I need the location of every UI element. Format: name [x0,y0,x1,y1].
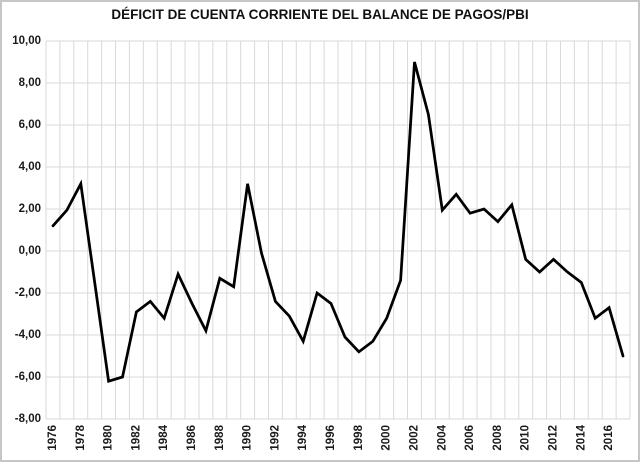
y-tick-label: 6,00 [19,119,41,131]
x-tick-label: 1984 [158,424,170,450]
x-tick-label: 1992 [269,425,281,451]
x-tick-label: 1986 [186,425,198,451]
x-tick-label: 2016 [603,425,615,451]
y-tick-label: 2,00 [19,203,41,215]
y-tick-label: -6,00 [15,371,41,383]
x-tick-label: 2004 [436,424,448,450]
y-tick-label: 0,00 [19,245,41,257]
y-tick-label: -4,00 [15,329,41,341]
x-tick-label: 2000 [381,425,393,451]
chart-title: DÉFICIT DE CUENTA CORRIENTE DEL BALANCE … [111,7,529,22]
x-tick-label: 1988 [214,424,226,450]
x-tick-label: 1982 [130,425,142,451]
data-line [51,61,625,383]
x-tick-label: 1996 [325,425,337,451]
x-tick-label: 2010 [520,425,532,451]
x-tick-label: 1980 [103,425,115,451]
x-tick-label: 1990 [242,425,254,451]
x-tick-label: 2006 [464,425,476,451]
x-tick-label: 1978 [75,424,87,450]
y-tick-label: -8,00 [15,413,41,425]
x-tick-label: 1998 [353,424,365,450]
x-tick-label: 1976 [47,425,59,451]
x-tick-label: 2002 [408,425,420,451]
y-tick-label: 10,00 [12,35,41,47]
x-tick-label: 2012 [548,425,560,451]
x-tick-label: 1994 [297,424,309,450]
x-tick-label: 2008 [492,424,504,450]
y-tick-label: -2,00 [15,287,41,299]
y-tick-label: 8,00 [19,77,41,89]
y-tick-label: 4,00 [19,161,41,173]
x-tick-label: 2014 [575,424,587,450]
